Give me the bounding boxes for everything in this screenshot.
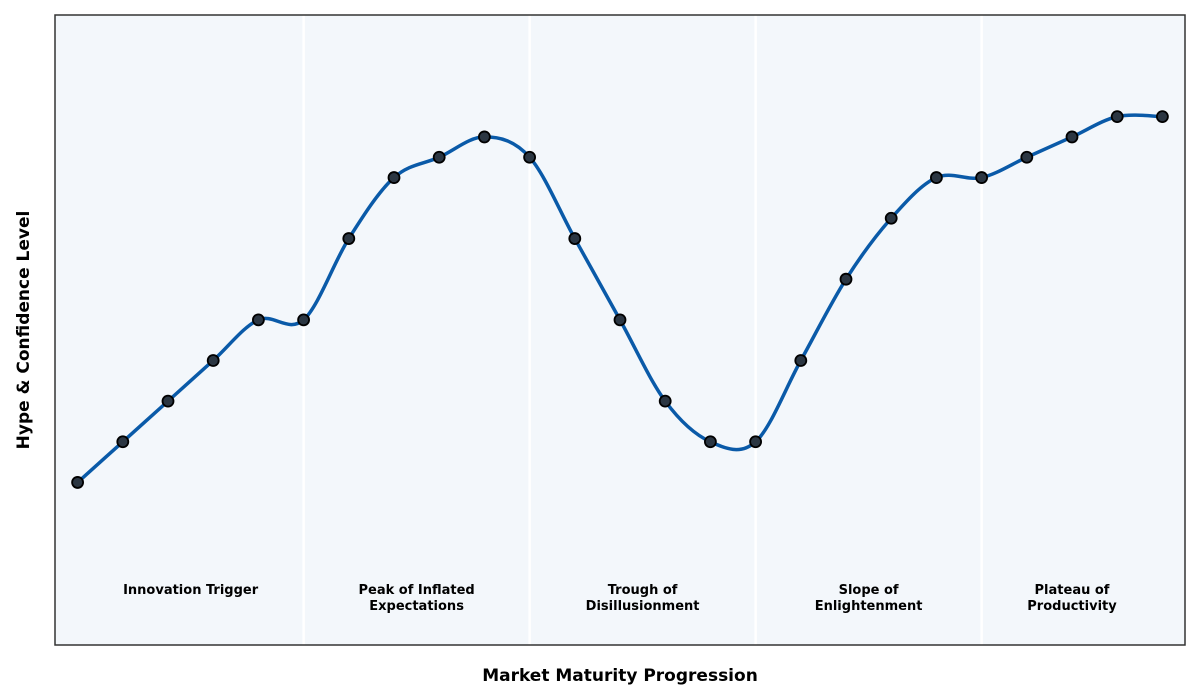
phase-label: Trough of Disillusionment bbox=[586, 583, 700, 614]
phase-label-line: Expectations bbox=[369, 599, 464, 614]
data-point bbox=[1020, 150, 1034, 164]
plot-frame bbox=[54, 14, 1186, 646]
data-point bbox=[568, 232, 582, 245]
data-markers bbox=[71, 110, 1169, 489]
data-point bbox=[1156, 110, 1169, 124]
phase-label-line: Disillusionment bbox=[586, 599, 700, 614]
phase-label: Peak of Inflated Expectations bbox=[358, 583, 474, 614]
phase-label-line: Productivity bbox=[1027, 599, 1117, 614]
x-axis-label: Market Maturity Progression bbox=[482, 666, 758, 686]
data-point bbox=[71, 476, 84, 489]
phase-label-line: Trough of bbox=[608, 583, 678, 598]
phase-label-line: Plateau of bbox=[1035, 583, 1110, 598]
phase-label-line: Peak of Inflated bbox=[358, 583, 474, 598]
data-point bbox=[1110, 110, 1124, 124]
data-point bbox=[342, 232, 356, 245]
data-point bbox=[116, 435, 130, 449]
y-axis-label: Hype & Confidence Level bbox=[14, 211, 34, 450]
data-point bbox=[206, 354, 220, 367]
data-point bbox=[704, 435, 717, 449]
phase-label-line: Enlightenment bbox=[815, 599, 923, 614]
data-point bbox=[794, 354, 808, 367]
data-point bbox=[658, 394, 672, 408]
data-point bbox=[975, 171, 988, 184]
data-point bbox=[523, 150, 536, 164]
data-point bbox=[839, 272, 853, 286]
data-point bbox=[251, 313, 265, 327]
phase-dividers bbox=[302, 15, 983, 645]
data-point bbox=[749, 435, 762, 449]
phase-labels: Innovation Trigger Peak of Inflated Expect… bbox=[123, 583, 1117, 614]
data-point bbox=[297, 313, 311, 327]
data-point bbox=[1065, 130, 1079, 144]
phase-label: Plateau of Productivity bbox=[1027, 583, 1117, 614]
data-point bbox=[387, 171, 401, 184]
data-point bbox=[930, 171, 943, 184]
data-point bbox=[884, 211, 898, 225]
plot-background bbox=[55, 15, 1185, 645]
phase-label: Slope of Enlightenment bbox=[815, 583, 923, 614]
data-point bbox=[613, 313, 627, 327]
phase-label-line: Innovation Trigger bbox=[123, 583, 259, 598]
data-point bbox=[432, 150, 446, 164]
data-point bbox=[161, 394, 175, 408]
data-point bbox=[477, 130, 491, 144]
phase-label: Innovation Trigger bbox=[123, 583, 259, 598]
phase-label-line: Slope of bbox=[839, 583, 899, 598]
